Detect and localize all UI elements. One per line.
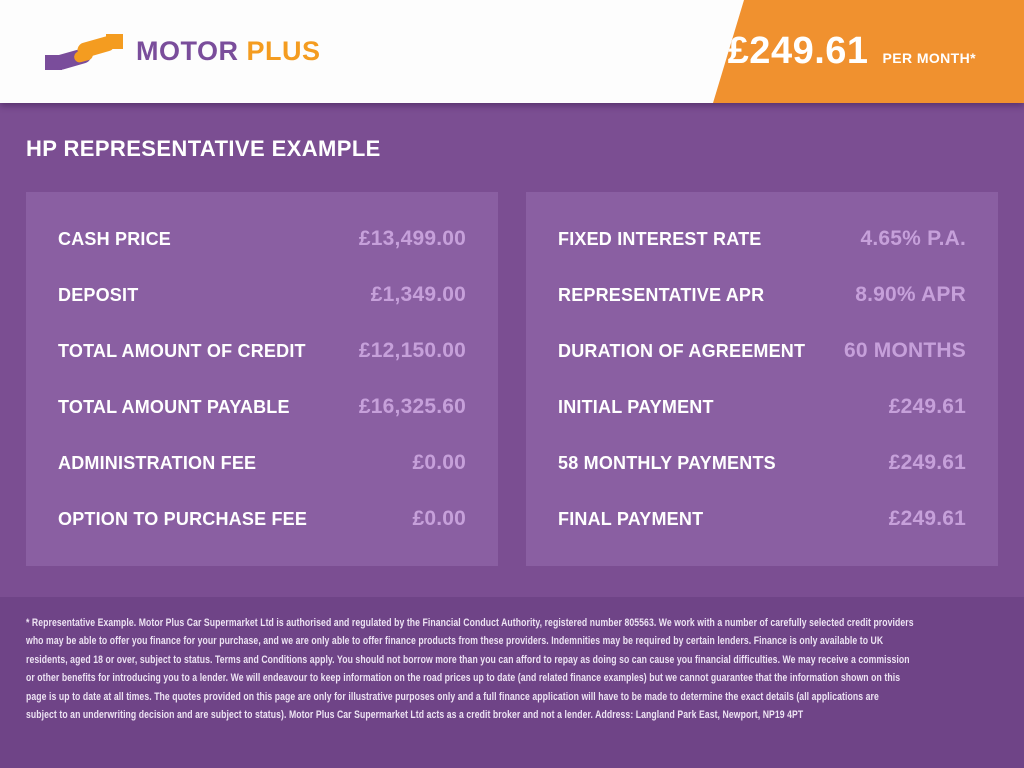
finance-row: TOTAL AMOUNT PAYABLE £16,325.60 [58,379,466,435]
finance-row-value: £0.00 [412,507,466,530]
finance-panel-right: FIXED INTEREST RATE 4.65% P.A. REPRESENT… [526,192,998,566]
monthly-price: £249.61 [727,30,869,72]
handshake-icon [45,33,123,70]
monthly-price-suffix: PER MONTH* [882,50,976,66]
finance-row-value: £1,349.00 [370,283,466,306]
price-banner-text: £249.61 PER MONTH* [728,30,976,73]
price-banner: £249.61 PER MONTH* [713,0,1024,103]
finance-panel-left: CASH PRICE £13,499.00 DEPOSIT £1,349.00 … [26,192,498,566]
finance-row-value: £13,499.00 [358,227,466,250]
finance-row-label: CASH PRICE [58,228,172,249]
brand-name: MOTOR PLUS [136,36,321,67]
finance-row: ADMINISTRATION FEE £0.00 [58,435,466,491]
brand-name-plus: PLUS [246,36,321,66]
disclaimer-line: residents, aged 18 or over, subject to s… [26,653,910,666]
disclaimer-line: or other benefits for introducing you to… [26,672,901,685]
finance-row-label: 58 MONTHLY PAYMENTS [558,452,776,473]
finance-row-label: FIXED INTEREST RATE [558,228,762,249]
finance-row-value: £12,150.00 [358,339,466,362]
logo: MOTOR PLUS [44,0,321,103]
finance-row-label: DURATION OF AGREEMENT [558,340,806,361]
finance-row: CASH PRICE £13,499.00 [58,211,466,267]
finance-row: INITIAL PAYMENT £249.61 [558,379,966,435]
finance-row-value: 8.90% APR [855,283,966,306]
finance-row-label: DEPOSIT [58,284,139,305]
finance-row-label: ADMINISTRATION FEE [58,452,257,473]
finance-row-value: 4.65% P.A. [860,227,966,250]
finance-example-section: HP REPRESENTATIVE EXAMPLE CASH PRICE £13… [0,103,1024,597]
disclaimer-line: who may be able to offer you finance for… [26,635,884,648]
finance-row-label: INITIAL PAYMENT [558,396,714,417]
finance-panels: CASH PRICE £13,499.00 DEPOSIT £1,349.00 … [26,192,998,566]
finance-row: OPTION TO PURCHASE FEE £0.00 [58,491,466,547]
finance-row: DURATION OF AGREEMENT 60 MONTHS [558,323,966,379]
finance-row-label: FINAL PAYMENT [558,508,704,529]
finance-row-value: 60 MONTHS [844,339,966,362]
disclaimer-line: page is up to date at all times. The quo… [26,690,879,703]
disclaimer-line: subject to an underwriting decision and … [26,709,804,722]
page-title: HP REPRESENTATIVE EXAMPLE [26,136,381,161]
finance-row-label: REPRESENTATIVE APR [558,284,765,305]
finance-row: DEPOSIT £1,349.00 [58,267,466,323]
finance-row: REPRESENTATIVE APR 8.90% APR [558,267,966,323]
finance-row-value: £249.61 [888,507,966,530]
finance-row: 58 MONTHLY PAYMENTS £249.61 [558,435,966,491]
finance-row-label: OPTION TO PURCHASE FEE [58,508,308,529]
disclaimer-footer: * Representative Example. Motor Plus Car… [0,597,1024,768]
finance-row: FINAL PAYMENT £249.61 [558,491,966,547]
disclaimer-line: * Representative Example. Motor Plus Car… [26,617,914,629]
finance-row-label: TOTAL AMOUNT PAYABLE [58,396,290,417]
finance-row-label: TOTAL AMOUNT OF CREDIT [58,340,306,361]
brand-name-motor: MOTOR [136,36,239,66]
header: MOTOR PLUS £249.61 PER MONTH* [0,0,1024,103]
finance-row: FIXED INTEREST RATE 4.65% P.A. [558,211,966,267]
finance-row-value: £249.61 [888,451,966,474]
finance-row: TOTAL AMOUNT OF CREDIT £12,150.00 [58,323,466,379]
finance-row-value: £16,325.60 [358,395,466,418]
finance-row-value: £0.00 [412,451,466,474]
finance-row-value: £249.61 [888,395,966,418]
